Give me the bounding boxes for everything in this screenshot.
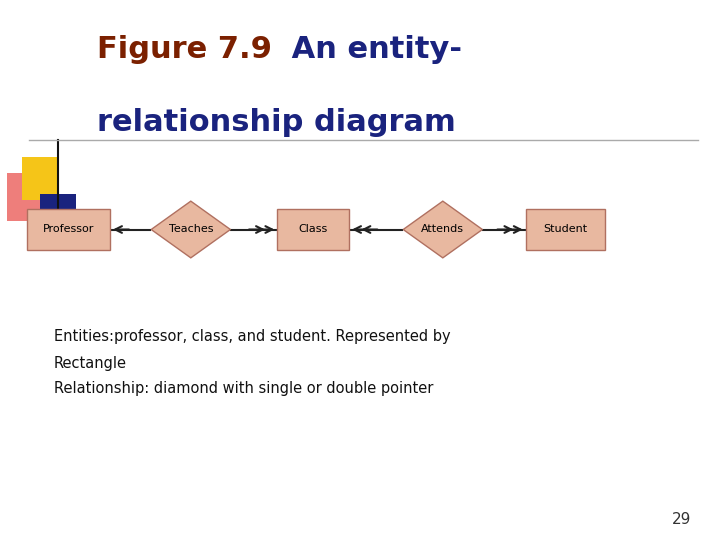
Bar bbox=[277, 209, 349, 249]
Bar bbox=[40, 194, 76, 238]
Text: Teaches: Teaches bbox=[168, 225, 213, 234]
Polygon shape bbox=[403, 201, 482, 258]
Polygon shape bbox=[151, 201, 230, 258]
Text: Attends: Attends bbox=[421, 225, 464, 234]
Text: Student: Student bbox=[543, 225, 588, 234]
Bar bbox=[526, 209, 605, 249]
Text: Entities:professor, class, and student. Represented by: Entities:professor, class, and student. … bbox=[54, 329, 451, 345]
Bar bbox=[27, 209, 109, 249]
Bar bbox=[22, 157, 58, 200]
Bar bbox=[7, 173, 50, 221]
Text: relationship diagram: relationship diagram bbox=[97, 108, 456, 137]
Text: 29: 29 bbox=[672, 511, 691, 526]
Text: Professor: Professor bbox=[42, 225, 94, 234]
Text: Class: Class bbox=[299, 225, 328, 234]
Text: An entity-: An entity- bbox=[281, 35, 462, 64]
Text: Relationship: diamond with single or double pointer: Relationship: diamond with single or dou… bbox=[54, 381, 433, 396]
Text: Rectangle: Rectangle bbox=[54, 356, 127, 372]
Text: Figure 7.9: Figure 7.9 bbox=[97, 35, 272, 64]
